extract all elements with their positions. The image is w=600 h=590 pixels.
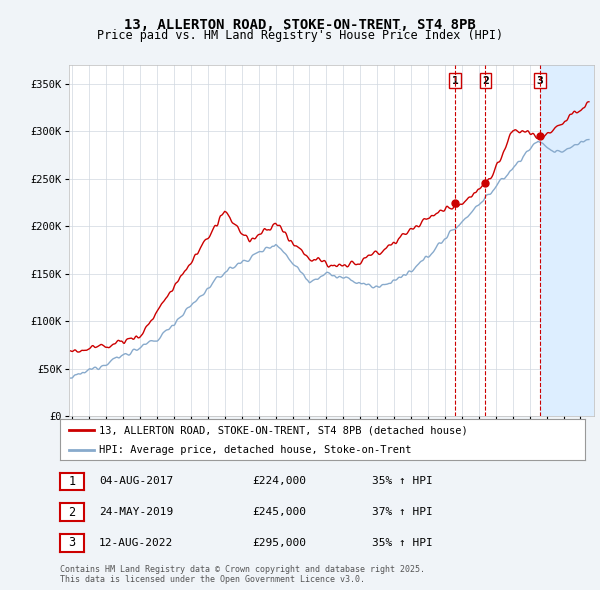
Text: 37% ↑ HPI: 37% ↑ HPI bbox=[372, 507, 433, 517]
Text: 1: 1 bbox=[68, 475, 76, 488]
Text: Contains HM Land Registry data © Crown copyright and database right 2025.
This d: Contains HM Land Registry data © Crown c… bbox=[60, 565, 425, 584]
Text: Price paid vs. HM Land Registry's House Price Index (HPI): Price paid vs. HM Land Registry's House … bbox=[97, 30, 503, 42]
Text: £245,000: £245,000 bbox=[252, 507, 306, 517]
Text: 13, ALLERTON ROAD, STOKE-ON-TRENT, ST4 8PB: 13, ALLERTON ROAD, STOKE-ON-TRENT, ST4 8… bbox=[124, 18, 476, 32]
Text: 2: 2 bbox=[482, 76, 489, 86]
Text: 1: 1 bbox=[452, 76, 458, 86]
Text: £224,000: £224,000 bbox=[252, 477, 306, 486]
Bar bbox=[540, 65, 594, 416]
Text: 12-AUG-2022: 12-AUG-2022 bbox=[99, 538, 173, 548]
Text: HPI: Average price, detached house, Stoke-on-Trent: HPI: Average price, detached house, Stok… bbox=[100, 445, 412, 455]
Text: £295,000: £295,000 bbox=[252, 538, 306, 548]
Text: 35% ↑ HPI: 35% ↑ HPI bbox=[372, 538, 433, 548]
Text: 24-MAY-2019: 24-MAY-2019 bbox=[99, 507, 173, 517]
Text: 13, ALLERTON ROAD, STOKE-ON-TRENT, ST4 8PB (detached house): 13, ALLERTON ROAD, STOKE-ON-TRENT, ST4 8… bbox=[100, 425, 468, 435]
Text: 2: 2 bbox=[68, 506, 76, 519]
Text: 3: 3 bbox=[68, 536, 76, 549]
Text: 3: 3 bbox=[536, 76, 544, 86]
Text: 04-AUG-2017: 04-AUG-2017 bbox=[99, 477, 173, 486]
Text: 35% ↑ HPI: 35% ↑ HPI bbox=[372, 477, 433, 486]
